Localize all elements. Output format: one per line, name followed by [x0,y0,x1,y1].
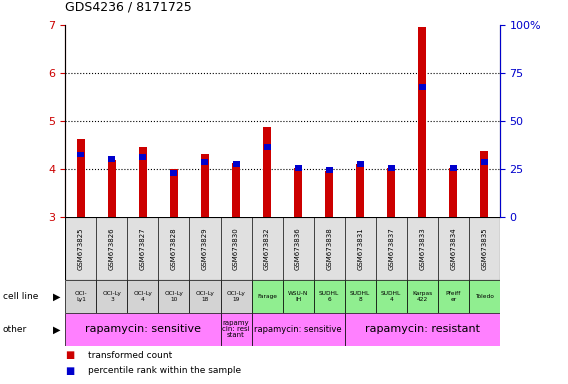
Text: rapamycin: sensitive: rapamycin: sensitive [85,324,201,334]
Text: GSM673833: GSM673833 [419,227,425,270]
Text: OCI-
Ly1: OCI- Ly1 [74,291,87,302]
Bar [295,165,302,171]
Text: rapamy
cin: resi
stant: rapamy cin: resi stant [222,320,250,338]
Text: GSM673829: GSM673829 [202,227,208,270]
Bar [232,161,240,167]
Text: transformed count: transformed count [88,351,172,360]
Bar [108,161,116,217]
Bar [481,159,488,165]
Bar [345,280,375,313]
Bar [481,151,488,217]
Bar [375,280,407,313]
Text: GSM673835: GSM673835 [481,227,487,270]
Text: GSM673836: GSM673836 [295,227,301,270]
Bar [232,163,240,217]
Bar [158,280,190,313]
Bar [283,280,314,313]
Bar [345,313,500,346]
Text: GSM673837: GSM673837 [388,227,394,270]
Bar [469,280,500,313]
Text: OCI-Ly
4: OCI-Ly 4 [133,291,152,302]
Bar [252,313,345,346]
Text: GSM673827: GSM673827 [140,227,146,270]
Bar [419,27,426,217]
Text: GSM673831: GSM673831 [357,227,363,270]
Bar [77,139,85,217]
Text: SUDHL
8: SUDHL 8 [350,291,370,302]
Bar [263,127,271,217]
Text: WSU-N
IH: WSU-N IH [288,291,308,302]
Text: ▶: ▶ [53,291,60,302]
Bar [449,168,457,217]
Text: OCI-Ly
18: OCI-Ly 18 [195,291,215,302]
Text: GSM673832: GSM673832 [264,227,270,270]
Bar [170,169,178,217]
Bar [407,280,438,313]
Text: GSM673838: GSM673838 [326,227,332,270]
Text: rapamycin: sensitive: rapamycin: sensitive [254,325,342,334]
Text: percentile rank within the sample: percentile rank within the sample [88,366,241,375]
Text: GSM673825: GSM673825 [78,227,84,270]
Text: ■: ■ [65,350,74,360]
Text: Farage: Farage [257,294,277,299]
Text: SUDHL
6: SUDHL 6 [319,291,339,302]
Bar [387,168,395,217]
Bar [139,147,147,217]
Bar [190,280,220,313]
Bar [77,152,84,157]
Bar [127,280,158,313]
Text: GDS4236 / 8171725: GDS4236 / 8171725 [65,0,192,13]
Text: ▶: ▶ [53,324,60,334]
Text: rapamycin: resistant: rapamycin: resistant [365,324,480,334]
Bar [65,280,97,313]
Bar [202,159,208,165]
Bar [252,280,283,313]
Text: Toledo: Toledo [475,294,494,299]
Text: OCI-Ly
3: OCI-Ly 3 [102,291,122,302]
Bar [264,144,270,150]
Text: Pfeiff
er: Pfeiff er [446,291,461,302]
Bar [419,84,426,90]
Bar [65,313,220,346]
Text: OCI-Ly
10: OCI-Ly 10 [165,291,183,302]
Text: GSM673828: GSM673828 [171,227,177,270]
Text: cell line: cell line [3,292,38,301]
Text: GSM673834: GSM673834 [450,227,456,270]
Bar [97,280,127,313]
Bar [139,154,147,160]
Bar [220,280,252,313]
Text: OCI-Ly
19: OCI-Ly 19 [227,291,245,302]
Bar [220,313,252,346]
Bar [438,280,469,313]
Bar [170,170,177,176]
Bar [325,167,333,173]
Bar [450,165,457,171]
Text: Karpas
422: Karpas 422 [412,291,432,302]
Text: ■: ■ [65,366,74,376]
Text: SUDHL
4: SUDHL 4 [381,291,402,302]
Bar [356,164,364,217]
Text: GSM673830: GSM673830 [233,227,239,270]
Bar [325,171,333,217]
Bar [294,168,302,217]
Bar [388,165,395,171]
Text: GSM673826: GSM673826 [109,227,115,270]
Bar [201,154,209,217]
Bar [357,161,364,167]
Bar [108,157,115,162]
Bar [314,280,345,313]
Text: other: other [3,325,27,334]
